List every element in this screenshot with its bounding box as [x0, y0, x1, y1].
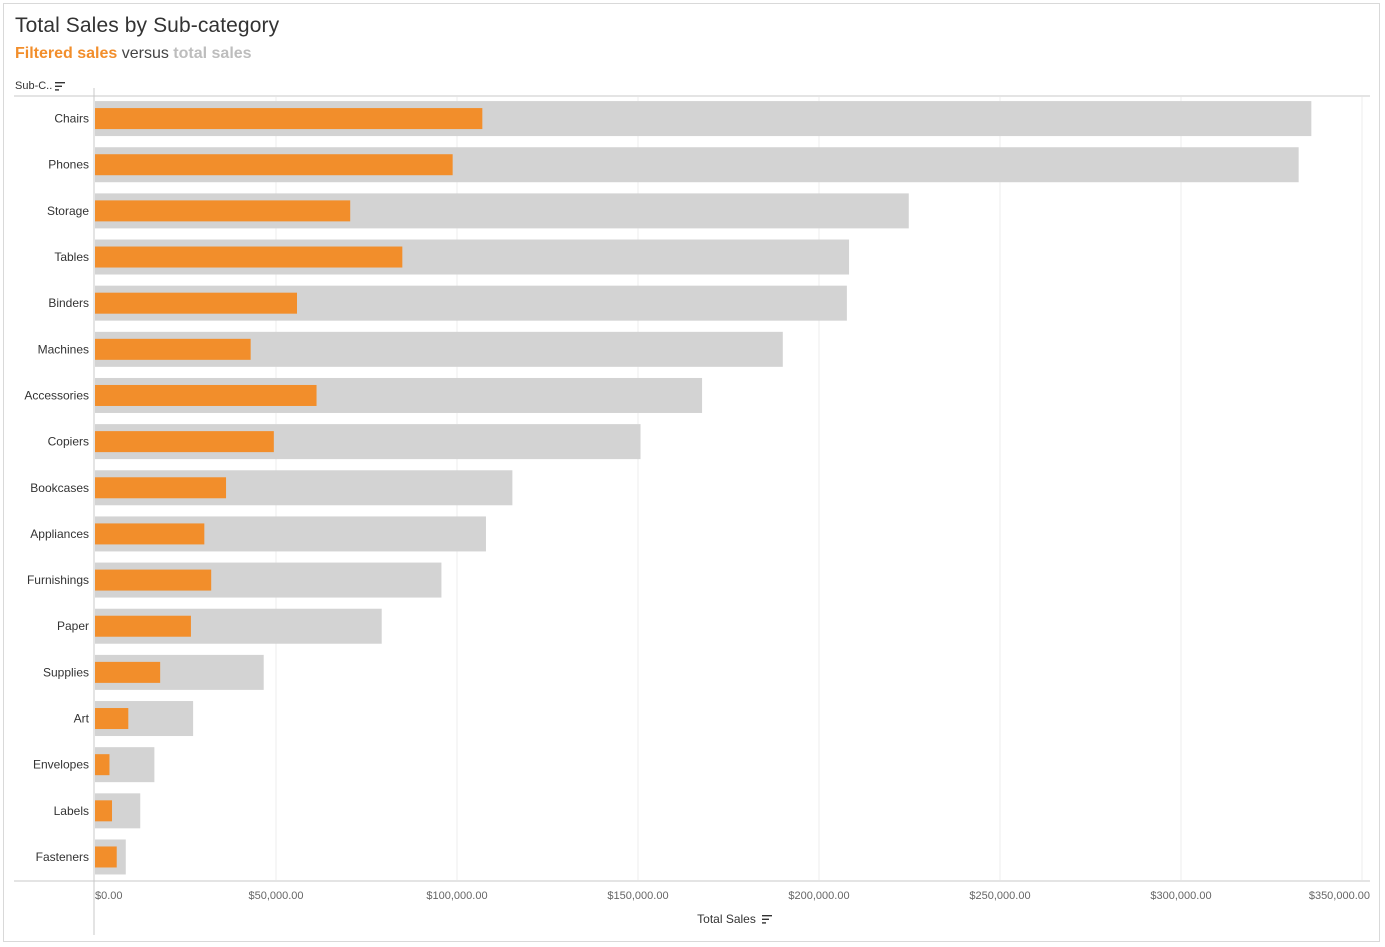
category-label: Copiers: [48, 435, 89, 449]
x-tick-label: $300,000.00: [1150, 890, 1211, 902]
category-label: Accessories: [24, 388, 89, 402]
category-label: Fasteners: [36, 850, 89, 864]
filtered-sales-bar: [95, 708, 129, 730]
category-label: Bookcases: [30, 481, 89, 495]
filtered-sales-bar: [95, 154, 453, 176]
filtered-sales-bar: [95, 431, 274, 453]
filtered-sales-bar: [95, 661, 161, 683]
filtered-sales-bar: [95, 615, 191, 637]
category-label: Supplies: [43, 665, 89, 679]
filtered-sales-bar: [95, 569, 212, 591]
category-label: Envelopes: [33, 758, 89, 772]
filtered-sales-bar: [95, 108, 483, 130]
x-axis-title[interactable]: Total Sales: [0, 912, 1385, 926]
chart-subtitle: Filtered sales versus total sales: [15, 45, 252, 63]
category-label: Phones: [48, 158, 89, 172]
subtitle-versus: versus: [117, 45, 174, 62]
sort-descending-icon[interactable]: [761, 914, 773, 924]
category-label: Tables: [54, 250, 89, 264]
filtered-sales-bar: [95, 523, 205, 545]
category-label: Furnishings: [27, 573, 89, 587]
filtered-sales-bar: [95, 338, 251, 360]
category-label: Machines: [38, 342, 89, 356]
x-tick-label: $250,000.00: [969, 890, 1030, 902]
filtered-sales-bar: [95, 754, 110, 776]
filtered-sales-bar: [95, 246, 403, 268]
sort-descending-icon[interactable]: [55, 81, 66, 91]
category-label: Art: [74, 712, 90, 726]
x-tick-label: $0.00: [95, 890, 123, 902]
row-header-label: Sub-C..: [15, 80, 53, 92]
category-label: Labels: [54, 804, 89, 818]
x-tick-label: $350,000.00: [1309, 890, 1370, 902]
subtitle-total-legend: total sales: [173, 45, 252, 62]
category-label: Chairs: [54, 112, 89, 126]
category-label: Storage: [47, 204, 89, 218]
x-tick-label: $200,000.00: [788, 890, 849, 902]
x-tick-label: $150,000.00: [607, 890, 668, 902]
filtered-sales-bar: [95, 384, 317, 406]
filtered-sales-bar: [95, 292, 297, 314]
category-label: Paper: [57, 619, 89, 633]
row-header[interactable]: Sub-C..: [15, 80, 66, 92]
filtered-sales-bar: [95, 800, 113, 822]
filtered-sales-bar: [95, 477, 227, 499]
x-axis-label: Total Sales: [697, 912, 756, 926]
category-label: Appliances: [30, 527, 89, 541]
chart-title: Total Sales by Sub-category: [15, 14, 280, 37]
filtered-sales-bar: [95, 200, 351, 222]
x-tick-label: $100,000.00: [426, 890, 487, 902]
x-tick-label: $50,000.00: [248, 890, 303, 902]
filtered-sales-bar: [95, 846, 117, 868]
subtitle-filtered-legend: Filtered sales: [15, 45, 118, 62]
category-label: Binders: [48, 296, 89, 310]
